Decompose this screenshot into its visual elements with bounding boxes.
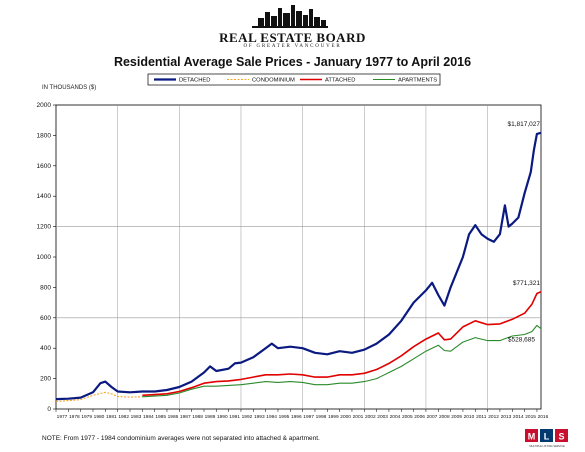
x-tick-label: 2010	[464, 414, 475, 420]
plot-frame	[55, 104, 542, 410]
legend-label-apartments: APARTMENTS	[398, 78, 437, 84]
x-tick-label: 1998	[316, 414, 327, 420]
legend-label-condominium: CONDOMINIUM	[252, 78, 295, 84]
x-tick-label: 2013	[501, 414, 512, 420]
y-tick-label: 2000	[37, 102, 52, 109]
x-tick-label: 1989	[205, 414, 216, 420]
x-tick-label: 1984	[143, 414, 154, 420]
footnote: NOTE: From 1977 - 1984 condominium avera…	[42, 435, 320, 442]
x-tick-label: 1999	[328, 414, 339, 420]
mls-caption: MULTIPLE LISTING SERVICE	[529, 444, 565, 448]
x-tick-label: 1990	[217, 414, 228, 420]
x-tick-label: 1983	[131, 414, 142, 420]
x-tick-label: 1985	[155, 414, 166, 420]
data-label-detached: $1,817,027	[507, 121, 540, 128]
mls-letter-box-s	[555, 429, 568, 442]
x-tick-label: 2001	[353, 414, 364, 420]
x-tick-label: 2008	[439, 414, 450, 420]
x-tick-label: 1992	[242, 414, 253, 420]
y-axis-label: IN THOUSANDS ($)	[42, 85, 97, 91]
mls-letter-box-l	[540, 429, 553, 442]
x-tick-label: 2011	[476, 414, 487, 420]
y-tick-label: 1200	[37, 224, 52, 231]
x-tick-label: 2006	[414, 414, 425, 420]
y-tick-label: 200	[40, 376, 51, 383]
data-label-apartments: $528,685	[508, 337, 535, 344]
series-line-condominium	[55, 391, 143, 402]
x-tick-label: 2000	[340, 414, 351, 420]
x-tick-label: 2002	[365, 414, 376, 420]
y-tick-label: 400	[40, 345, 51, 352]
skyline-icon	[252, 5, 328, 28]
y-tick-label: 1800	[37, 132, 52, 139]
legend-label-detached: DETACHED	[179, 78, 210, 84]
x-tick-label: 2003	[377, 414, 388, 420]
x-tick-label: 1994	[266, 414, 277, 420]
x-tick-label: 1978	[69, 414, 80, 420]
x-tick-label: 1980	[94, 414, 105, 420]
x-tick-label: 2005	[402, 414, 413, 420]
legend-box	[147, 73, 441, 86]
x-tick-label: 2016	[538, 414, 549, 420]
brand-name: REAL ESTATE BOARD	[219, 30, 366, 45]
board-logo: REAL ESTATE BOARD OF GREATER VANCOUVER	[0, 2, 585, 50]
x-tick-label: 1987	[180, 414, 191, 420]
x-tick-label: 2009	[451, 414, 462, 420]
y-tick-label: 800	[40, 284, 51, 291]
legend-label-attached: ATTACHED	[325, 78, 355, 84]
series-line-apartments	[142, 324, 542, 398]
x-tick-label: 2015	[525, 414, 536, 420]
x-tick-label: 1996	[291, 414, 302, 420]
chart-title: Residential Average Sale Prices - Januar…	[113, 55, 472, 69]
x-tick-label: 1988	[192, 414, 203, 420]
mls-logo: M L S MULTIPLE LISTING SERVICE	[525, 429, 568, 448]
data-label-attached: $771,321	[513, 280, 540, 287]
x-tick-label: 2004	[390, 414, 401, 420]
x-tick-label: 1977	[57, 414, 68, 420]
mls-letter-box-m	[525, 429, 538, 442]
y-tick-label: 600	[40, 315, 51, 322]
brand-subtitle: OF GREATER VANCOUVER	[243, 44, 342, 49]
x-tick-label: 1995	[279, 414, 290, 420]
y-tick-label: 1600	[37, 163, 52, 170]
x-tick-label: 1981	[106, 414, 117, 420]
x-tick-label: 1979	[81, 414, 92, 420]
x-tick-label: 1991	[229, 414, 240, 420]
y-tick-label: 0	[47, 406, 51, 413]
mls-letter-s: S	[558, 432, 564, 442]
x-tick-label: 1993	[254, 414, 265, 420]
series-line-detached	[55, 131, 542, 401]
series-line-attached	[142, 291, 542, 397]
mls-letter-m: M	[528, 432, 536, 442]
x-tick-label: 2007	[427, 414, 438, 420]
y-tick-label: 1400	[37, 193, 52, 200]
y-tick-label: 1000	[37, 254, 52, 261]
x-tick-label: 1982	[118, 414, 129, 420]
x-tick-label: 1986	[168, 414, 179, 420]
mls-letter-l: L	[544, 432, 550, 442]
x-tick-label: 1997	[303, 414, 314, 420]
x-tick-label: 2014	[513, 414, 524, 420]
x-tick-label: 2012	[488, 414, 499, 420]
